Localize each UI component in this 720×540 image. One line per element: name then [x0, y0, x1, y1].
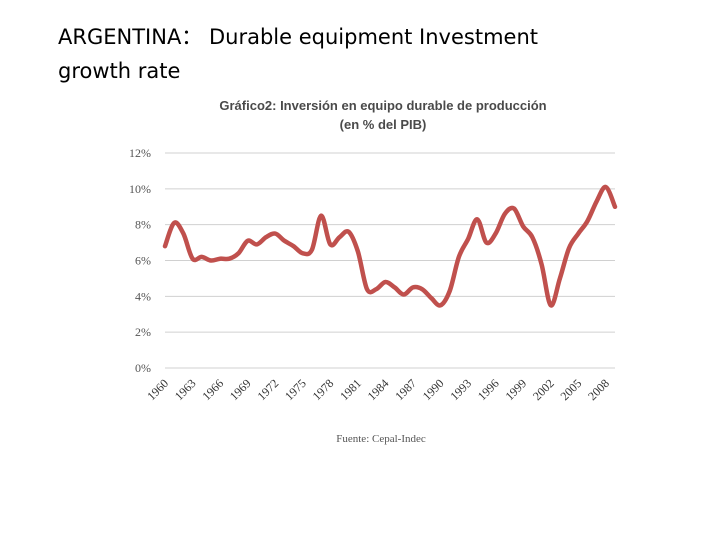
data-point — [273, 232, 277, 236]
slide-title-line-1: ARGENTINA： Durable equipment Investment — [58, 25, 538, 49]
series-group — [162, 184, 618, 308]
data-point — [163, 244, 167, 248]
data-point — [466, 237, 470, 241]
data-point — [484, 241, 488, 245]
y-tick-label: 4% — [135, 289, 151, 303]
data-point — [411, 285, 415, 289]
data-point — [503, 212, 507, 216]
x-tick-label: 1990 — [420, 376, 447, 403]
data-point — [438, 303, 443, 307]
x-tick-label: 1999 — [502, 376, 529, 403]
data-point — [595, 199, 599, 203]
data-point — [494, 232, 498, 236]
slide-title-line-2: growth rate — [58, 59, 181, 83]
data-point — [539, 262, 544, 266]
chart-source: Fuente: Cepal-Indec — [336, 433, 426, 445]
data-point — [319, 214, 323, 218]
x-tick-label: 1996 — [475, 376, 502, 403]
slide-title: ARGENTINA： Durable equipment Investment … — [58, 20, 658, 88]
data-point — [549, 303, 553, 307]
x-tick-label: 1987 — [392, 376, 419, 403]
x-tick-label: 1963 — [172, 376, 199, 403]
x-tick-label: 1966 — [199, 376, 226, 403]
data-point — [200, 255, 204, 259]
y-tick-label: 12% — [129, 146, 151, 160]
x-tick-label: 1993 — [447, 376, 474, 403]
data-point — [227, 257, 231, 261]
data-point — [530, 235, 534, 239]
data-point — [613, 205, 617, 209]
data-point — [457, 255, 461, 259]
x-tick-label: 1969 — [227, 376, 254, 403]
data-point — [347, 230, 351, 234]
y-tick-label: 10% — [129, 182, 151, 196]
data-point — [521, 224, 525, 229]
data-point — [292, 244, 296, 248]
data-point — [365, 287, 369, 291]
data-point — [604, 185, 608, 189]
data-point — [393, 285, 397, 289]
data-point — [475, 217, 479, 221]
x-tick-label: 1978 — [310, 376, 337, 403]
y-tick-label: 2% — [135, 325, 151, 339]
data-point — [420, 287, 424, 291]
data-point — [301, 251, 305, 255]
x-tick-label: 2002 — [530, 376, 557, 403]
data-point — [209, 258, 213, 263]
data-point — [585, 219, 590, 223]
y-tick-label: 8% — [135, 218, 151, 232]
data-point — [576, 232, 580, 236]
chart-title-line-1: Gráfico2: Inversión en equipo durable de… — [219, 98, 546, 113]
data-point — [264, 235, 268, 239]
data-point — [172, 221, 176, 225]
chart-title-line-2: (en % del PIB) — [340, 117, 427, 132]
x-tick-label: 1984 — [365, 376, 392, 403]
y-tick-label: 6% — [135, 254, 151, 268]
data-point — [402, 292, 406, 297]
series-line — [162, 184, 618, 308]
x-tick-label: 1975 — [282, 376, 309, 403]
data-point — [356, 249, 360, 254]
data-point — [328, 242, 332, 246]
data-point — [218, 257, 222, 261]
x-tick-label: 2005 — [558, 376, 585, 403]
x-tick-label: 1960 — [144, 376, 171, 403]
data-point — [429, 296, 433, 300]
data-point — [181, 232, 185, 236]
y-tick-label: 0% — [135, 361, 151, 375]
data-point — [337, 235, 342, 239]
data-point — [383, 280, 387, 284]
data-point — [282, 239, 286, 243]
data-point — [191, 257, 195, 261]
data-point — [374, 287, 378, 291]
x-axis-ticks: 1960 1963 1966 1969 1972 1975 1978 1981 1984 1987… — [144, 376, 612, 403]
x-tick-label: 1972 — [254, 376, 281, 403]
data-point — [236, 251, 241, 255]
data-point — [512, 206, 516, 211]
x-tick-label: 2008 — [585, 376, 612, 403]
data-point — [448, 289, 452, 293]
data-point — [310, 248, 314, 252]
x-tick-label: 1981 — [337, 376, 364, 403]
y-axis-ticks: 0% 2% 4% 6% 8% 10% 12% — [129, 146, 151, 375]
data-point — [558, 276, 562, 280]
data-point — [246, 239, 250, 243]
data-point — [255, 242, 259, 246]
data-point — [567, 246, 571, 250]
gridlines — [165, 152, 615, 369]
